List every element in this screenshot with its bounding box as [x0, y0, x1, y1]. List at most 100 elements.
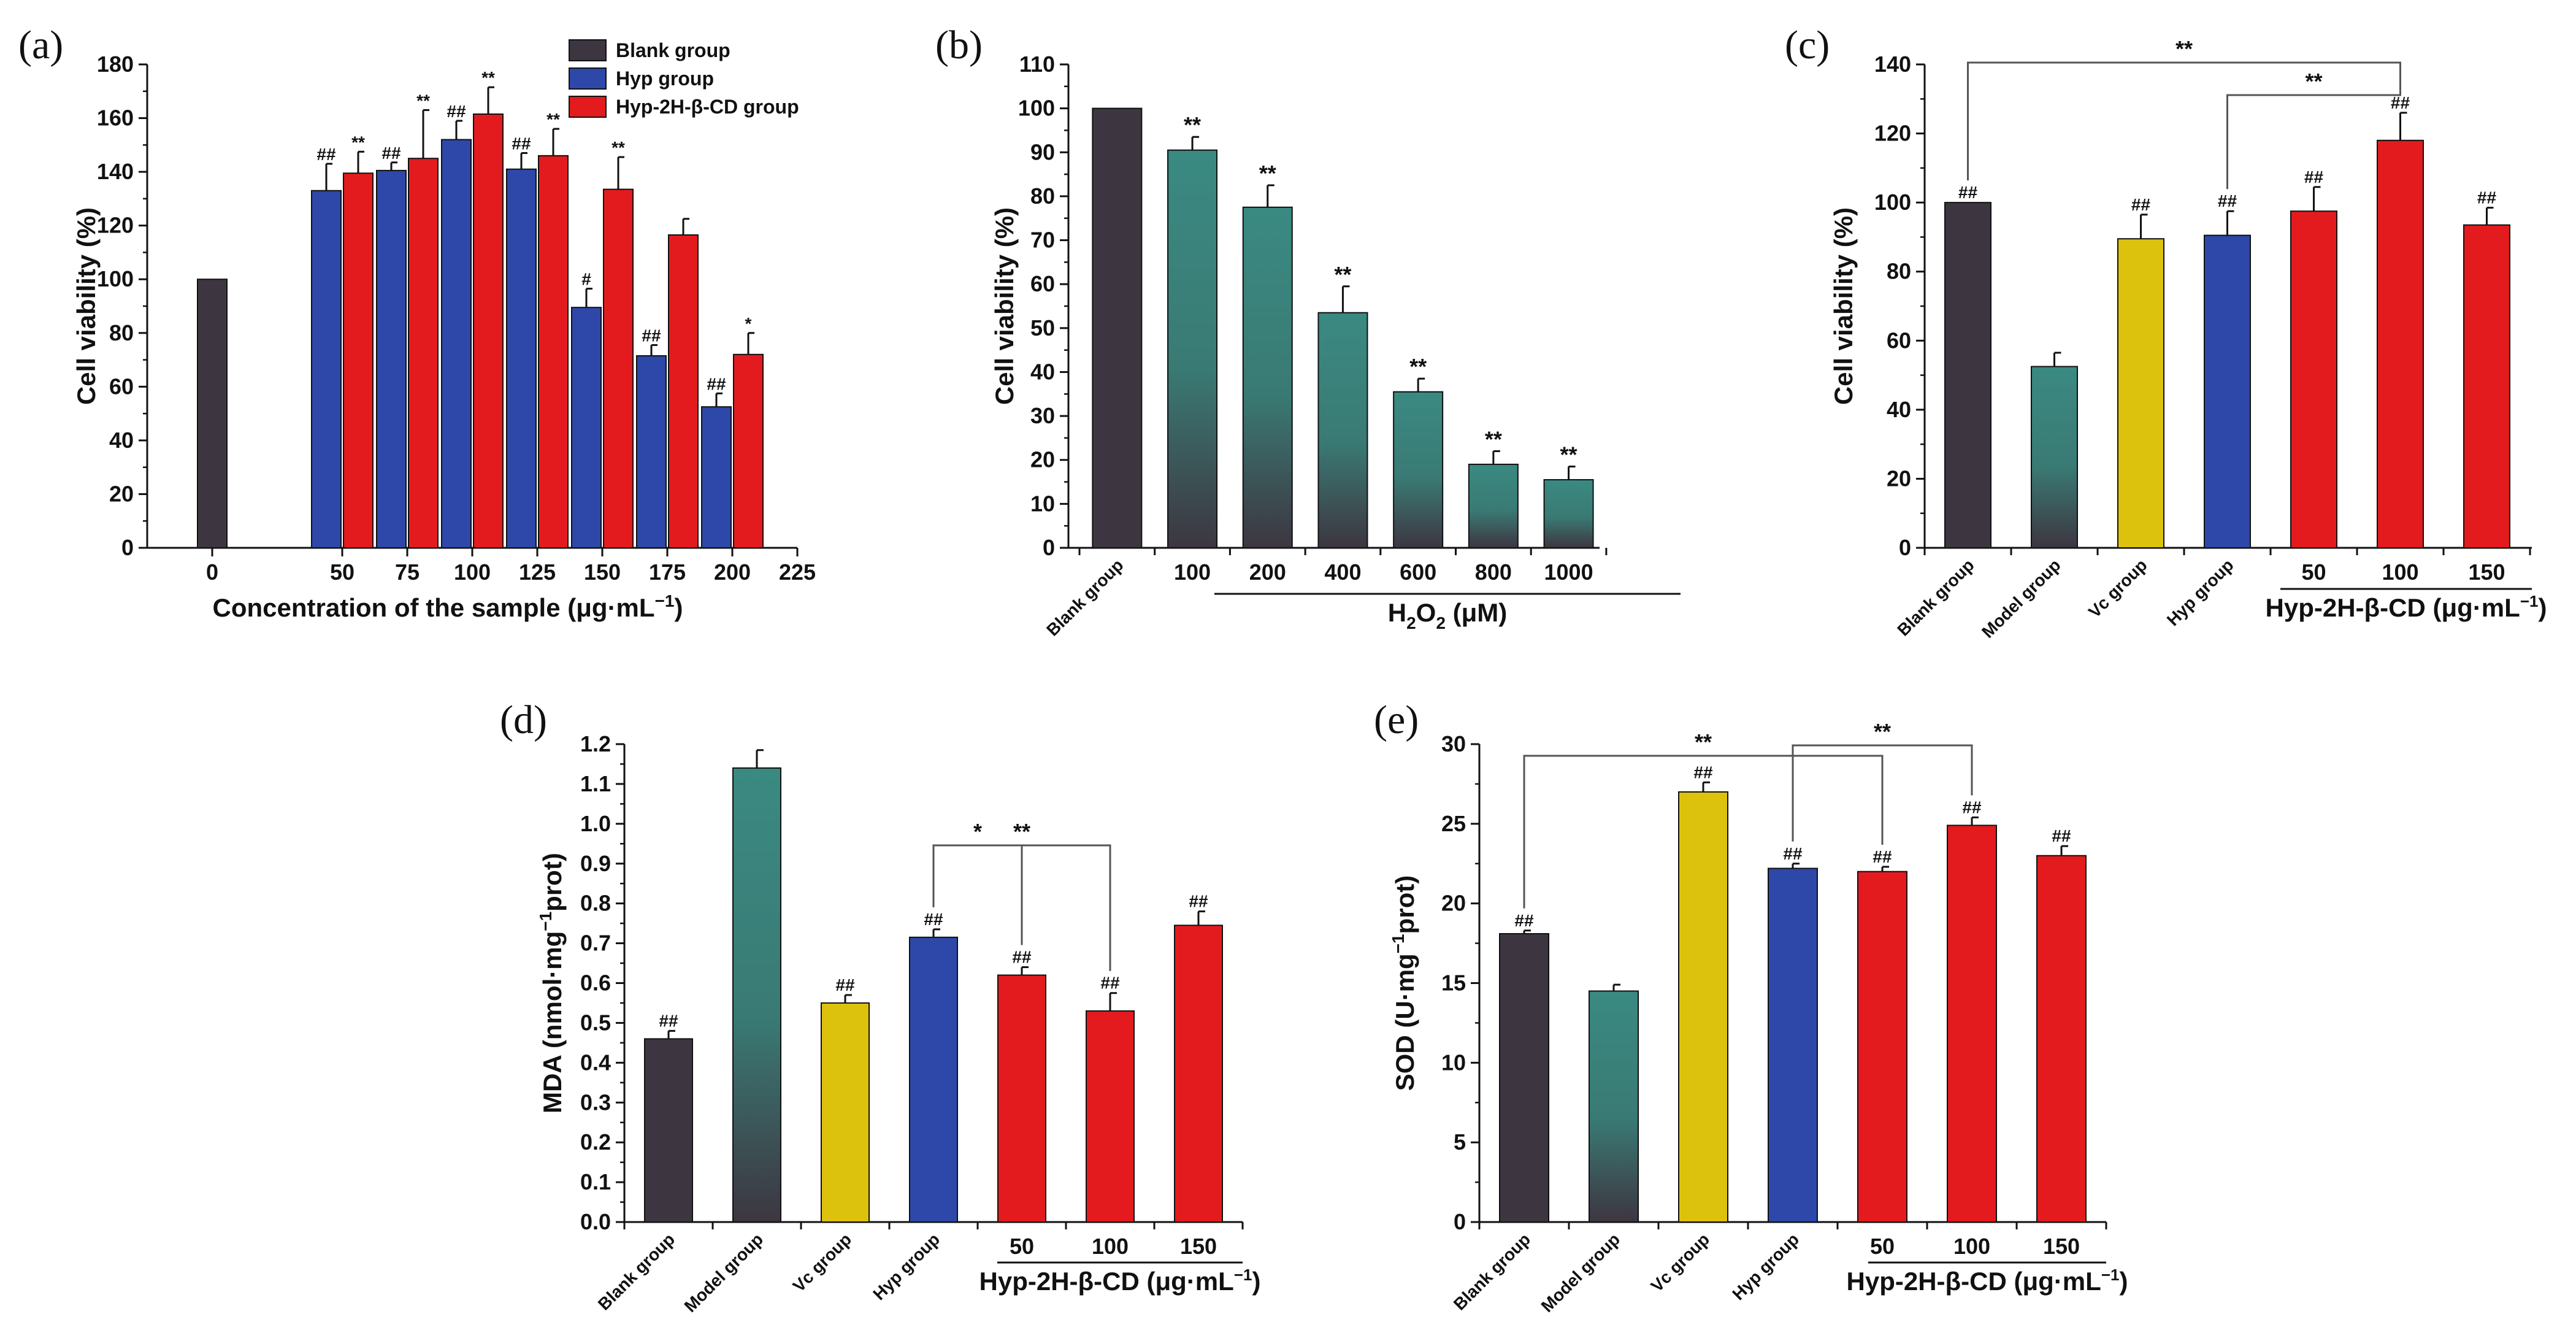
significance-label: **: [1334, 262, 1351, 287]
category-label: 150: [2468, 559, 2505, 585]
y-tick-label: 25: [1441, 811, 1466, 836]
y-tick-label: 50: [1030, 315, 1055, 340]
bar: [441, 139, 472, 549]
bar: [376, 169, 407, 548]
bar: [1468, 463, 1519, 549]
x-tick-label: 225: [779, 559, 816, 585]
x-axis-title-end: ): [2538, 593, 2547, 622]
category-label: 400: [1324, 559, 1361, 585]
category-label: Blank group: [1893, 555, 1977, 639]
category-label: 200: [1249, 559, 1286, 585]
category-label: 150: [1180, 1234, 1217, 1259]
y-tick-label: 160: [97, 106, 134, 131]
bar: [1242, 206, 1293, 548]
bar: [2117, 238, 2164, 548]
y-tick-label: 5: [1454, 1129, 1466, 1155]
bar: [1944, 202, 1991, 548]
y-tick-label: 40: [1030, 359, 1055, 384]
significance-label: ##: [447, 102, 466, 121]
x-axis-title: H2O2 (μM): [1388, 598, 1508, 632]
category-label: Model group: [1978, 555, 2064, 642]
y-tick-label: 100: [97, 266, 134, 291]
x-tick-label: 50: [330, 559, 355, 585]
y-tick-label: 0.7: [580, 931, 611, 956]
chart-a: (a) 0 20 40 60 80 100 120 140 160 180 0 50 75 100 125 15…: [18, 23, 816, 622]
y-tick-label: 140: [1874, 52, 1911, 77]
y-tick-label: 80: [1887, 259, 1911, 284]
significance-label: *: [745, 314, 752, 333]
bar: [2204, 234, 2251, 548]
significance-label: ##: [316, 145, 336, 164]
bar: [473, 113, 504, 548]
significance-label: ##: [2218, 191, 2237, 210]
significance-label: **: [611, 138, 625, 157]
significance-label: **: [481, 68, 495, 87]
y-axis-title-sup: −1: [536, 912, 555, 931]
y-tick-label: 20: [1441, 891, 1466, 916]
significance-label: ##: [1189, 892, 1208, 911]
category-label: Hyp group: [2163, 555, 2237, 629]
y-tick-label: 10: [1441, 1050, 1466, 1075]
significance-label: ##: [1514, 911, 1534, 930]
legend-label: Hyp-2H-β-CD group: [616, 96, 799, 118]
y-tick-label: 80: [109, 320, 134, 345]
significance-label: **: [1184, 112, 1201, 137]
category-label: Hyp group: [869, 1229, 943, 1304]
bar: [644, 1038, 693, 1223]
y-tick-label: 10: [1030, 491, 1055, 516]
x-axis-title-text: Concentration of the sample (μg·mL: [213, 593, 655, 622]
panel-label-c: (c): [1785, 23, 1830, 67]
comparison-bracket: [1967, 61, 2401, 181]
significance-label: ##: [1873, 847, 1892, 866]
x-tick-label: 100: [454, 559, 491, 585]
legend-swatch: [569, 67, 607, 90]
chart-b: (b) 0 10 20 30 40 50 60 70 80 90 100 110 ** ** ** ** ** **…: [935, 23, 1681, 640]
y-tick-label: 0.9: [580, 851, 611, 876]
x-axis-title: Hyp-2H-β-CD (μg·mL−1): [979, 1266, 1261, 1296]
x-axis-title-sub: 2: [1406, 613, 1416, 632]
y-tick-label: 100: [1018, 96, 1055, 121]
y-axis-title-text: Cell viability (%): [72, 207, 101, 405]
bar: [2463, 224, 2510, 548]
significance-label: **: [1259, 161, 1276, 186]
significance-label: **: [546, 110, 560, 129]
y-tick-label: 0.1: [580, 1169, 611, 1194]
y-tick-label: 1.0: [580, 811, 611, 836]
significance-label: ##: [2304, 167, 2324, 186]
x-axis-title: Concentration of the sample (μg·mL−1): [213, 591, 683, 622]
chart-e: (e) 0 5 10 15 20 25 30 ## ## ## ## ## ## Blank group Mo…: [1374, 698, 2128, 1316]
x-axis-title-sup: −1: [2101, 1266, 2120, 1284]
y-tick-label: 0: [1454, 1209, 1466, 1234]
y-tick-label: 40: [109, 428, 134, 453]
significance-label: #: [581, 270, 591, 289]
y-tick-label: 20: [1030, 447, 1055, 472]
x-tick-label: 125: [519, 559, 556, 585]
significance-label: ##: [1958, 183, 1978, 202]
bar: [1317, 312, 1368, 548]
x-tick-label: 175: [649, 559, 686, 585]
y-tick-label: 40: [1887, 397, 1911, 422]
category-label: Model group: [1538, 1229, 1624, 1316]
significance-label: ##: [835, 975, 855, 994]
x-axis-title-end: ): [675, 593, 683, 622]
x-axis-title-text: Hyp-2H-β-CD (μg·mL: [2266, 593, 2520, 622]
bar: [1589, 990, 1639, 1223]
y-tick-label: 30: [1441, 731, 1466, 756]
category-label: 100: [1092, 1234, 1129, 1259]
bar: [821, 1002, 870, 1223]
y-tick-label: 1.2: [580, 731, 611, 756]
y-axis-title: Cell viability (%): [1829, 207, 1858, 405]
y-tick-label: 70: [1030, 228, 1055, 253]
panel-label-a: (a): [18, 23, 63, 67]
category-label: Model group: [681, 1229, 767, 1316]
y-axis-title-end: prot): [538, 853, 567, 912]
significance-label: **: [351, 133, 365, 152]
y-tick-label: 60: [1030, 271, 1055, 296]
y-tick-label: 0.3: [580, 1090, 611, 1115]
y-tick-label: 60: [109, 374, 134, 399]
significance-label: ##: [659, 1011, 678, 1030]
y-tick-label: 80: [1030, 183, 1055, 209]
comparison-label: *: [973, 819, 982, 844]
y-tick-label: 0: [1043, 535, 1055, 560]
